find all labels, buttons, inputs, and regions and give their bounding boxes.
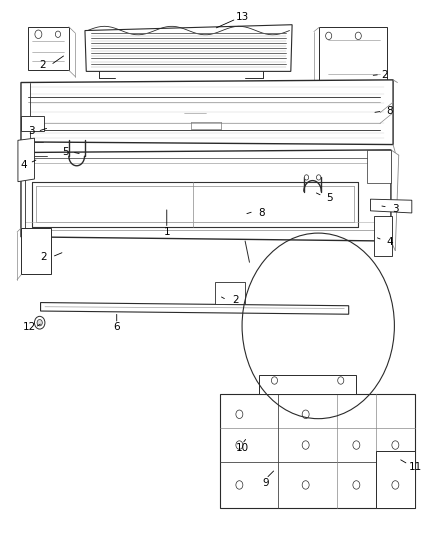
Polygon shape — [371, 199, 412, 213]
Text: 11: 11 — [409, 462, 422, 472]
Text: 2: 2 — [41, 252, 47, 262]
Circle shape — [304, 175, 309, 180]
Circle shape — [302, 441, 309, 449]
Text: 6: 6 — [113, 322, 120, 333]
Polygon shape — [367, 150, 391, 183]
Circle shape — [272, 377, 278, 384]
Text: 8: 8 — [387, 106, 393, 116]
Circle shape — [35, 317, 45, 329]
Circle shape — [35, 30, 42, 38]
Circle shape — [392, 441, 399, 449]
Text: 2: 2 — [39, 60, 46, 70]
Circle shape — [353, 441, 360, 449]
Text: 8: 8 — [258, 208, 265, 218]
Circle shape — [302, 481, 309, 489]
Circle shape — [325, 32, 332, 39]
Circle shape — [302, 410, 309, 418]
Text: 12: 12 — [23, 322, 36, 333]
Circle shape — [236, 481, 243, 489]
Polygon shape — [21, 228, 51, 274]
Polygon shape — [220, 394, 415, 508]
Text: 2: 2 — [381, 70, 388, 79]
Polygon shape — [28, 27, 69, 70]
Text: 10: 10 — [236, 443, 249, 453]
Text: 5: 5 — [63, 147, 69, 157]
Text: 3: 3 — [28, 126, 34, 136]
Polygon shape — [85, 25, 292, 71]
Circle shape — [37, 319, 42, 326]
Text: 5: 5 — [327, 193, 333, 203]
Polygon shape — [18, 138, 35, 182]
Text: 3: 3 — [392, 204, 399, 214]
Polygon shape — [21, 80, 393, 144]
Circle shape — [236, 441, 243, 449]
Circle shape — [392, 481, 399, 489]
Text: 9: 9 — [263, 478, 269, 488]
Circle shape — [355, 32, 361, 39]
Text: 4: 4 — [21, 160, 27, 169]
Polygon shape — [41, 303, 349, 314]
Polygon shape — [21, 150, 391, 241]
Polygon shape — [215, 282, 245, 304]
Polygon shape — [374, 216, 392, 256]
Circle shape — [353, 481, 360, 489]
Circle shape — [236, 410, 243, 418]
Polygon shape — [259, 375, 357, 394]
Polygon shape — [319, 27, 387, 85]
Text: 4: 4 — [386, 237, 393, 247]
Circle shape — [338, 377, 344, 384]
Text: 2: 2 — [232, 295, 239, 305]
Circle shape — [317, 175, 321, 180]
Circle shape — [55, 31, 60, 37]
Text: 13: 13 — [237, 12, 250, 22]
Polygon shape — [376, 451, 415, 508]
Polygon shape — [21, 116, 44, 131]
Text: 1: 1 — [163, 227, 170, 237]
